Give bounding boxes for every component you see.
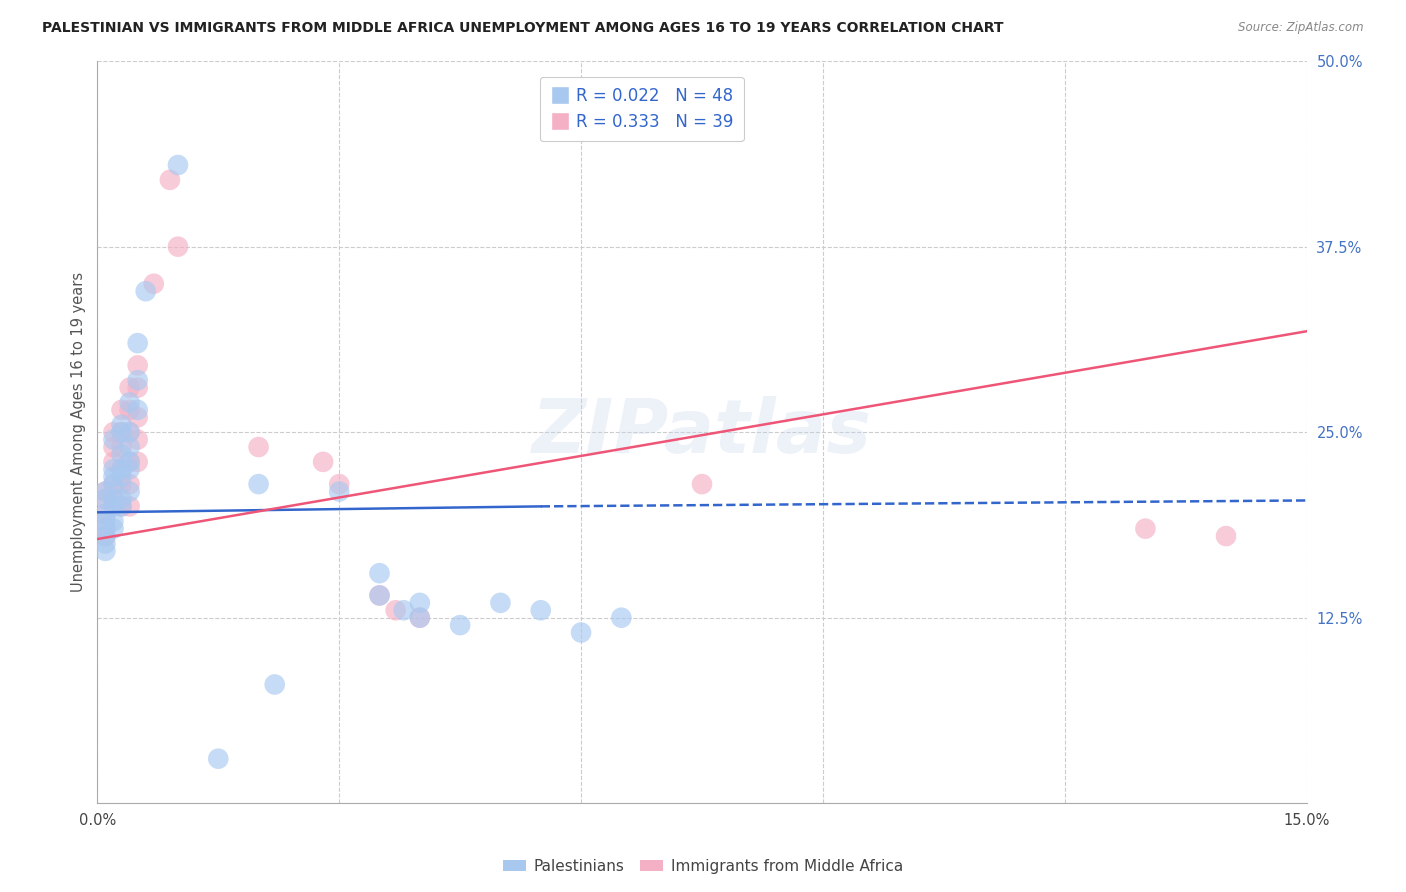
Point <box>328 484 350 499</box>
Point <box>207 752 229 766</box>
Point <box>167 158 190 172</box>
Point <box>94 522 117 536</box>
Point <box>118 440 141 454</box>
Point <box>94 514 117 528</box>
Point <box>368 589 391 603</box>
Point <box>94 544 117 558</box>
Point <box>1215 529 1237 543</box>
Point <box>110 440 132 454</box>
Point <box>110 425 132 440</box>
Point <box>392 603 415 617</box>
Point <box>127 336 149 351</box>
Point <box>103 491 125 506</box>
Point <box>409 610 432 624</box>
Point <box>103 455 125 469</box>
Point <box>118 477 141 491</box>
Point <box>103 514 125 528</box>
Point <box>489 596 512 610</box>
Point <box>127 381 149 395</box>
Point <box>127 455 149 469</box>
Point <box>103 462 125 476</box>
Point <box>110 469 132 483</box>
Point <box>110 462 132 476</box>
Point <box>110 417 132 432</box>
Point <box>94 507 117 521</box>
Point <box>103 491 125 506</box>
Point <box>94 484 117 499</box>
Text: PALESTINIAN VS IMMIGRANTS FROM MIDDLE AFRICA UNEMPLOYMENT AMONG AGES 16 TO 19 YE: PALESTINIAN VS IMMIGRANTS FROM MIDDLE AF… <box>42 21 1004 35</box>
Point <box>110 462 132 476</box>
Point <box>110 403 132 417</box>
Point <box>127 433 149 447</box>
Point <box>110 425 132 440</box>
Y-axis label: Unemployment Among Ages 16 to 19 years: Unemployment Among Ages 16 to 19 years <box>72 272 86 592</box>
Point <box>110 500 132 514</box>
Point <box>1135 522 1157 536</box>
Point <box>127 373 149 387</box>
Point <box>690 477 713 491</box>
Point <box>118 425 141 440</box>
Text: Source: ZipAtlas.com: Source: ZipAtlas.com <box>1239 21 1364 34</box>
Point <box>94 484 117 499</box>
Point <box>103 477 125 491</box>
Point <box>368 589 391 603</box>
Point <box>103 469 125 483</box>
Point <box>127 359 149 373</box>
Point <box>110 477 132 491</box>
Point <box>247 440 270 454</box>
Point <box>118 425 141 440</box>
Point <box>103 500 125 514</box>
Legend: Palestinians, Immigrants from Middle Africa: Palestinians, Immigrants from Middle Afr… <box>498 853 908 880</box>
Point <box>94 522 117 536</box>
Point <box>94 491 117 506</box>
Point <box>103 425 125 440</box>
Point <box>159 173 181 187</box>
Point <box>103 433 125 447</box>
Point <box>142 277 165 291</box>
Point <box>449 618 471 632</box>
Point <box>409 610 432 624</box>
Point <box>263 677 285 691</box>
Point <box>103 522 125 536</box>
Point <box>94 529 117 543</box>
Point <box>103 477 125 491</box>
Point <box>103 440 125 454</box>
Point <box>118 500 141 514</box>
Text: ZIPatlas: ZIPatlas <box>531 396 872 468</box>
Point <box>328 477 350 491</box>
Point <box>110 500 132 514</box>
Point <box>94 536 117 550</box>
Point <box>610 610 633 624</box>
Point <box>409 596 432 610</box>
Point <box>94 491 117 506</box>
Point <box>110 491 132 506</box>
Point <box>569 625 592 640</box>
Point <box>110 447 132 461</box>
Point <box>135 284 157 298</box>
Point <box>312 455 335 469</box>
Point <box>118 455 141 469</box>
Point <box>247 477 270 491</box>
Point <box>118 381 141 395</box>
Point <box>118 395 141 409</box>
Point <box>94 529 117 543</box>
Point <box>118 462 141 476</box>
Point <box>127 410 149 425</box>
Point <box>127 403 149 417</box>
Point <box>384 603 406 617</box>
Point <box>94 507 117 521</box>
Point <box>118 484 141 499</box>
Point <box>530 603 553 617</box>
Legend: R = 0.022   N = 48, R = 0.333   N = 39: R = 0.022 N = 48, R = 0.333 N = 39 <box>540 77 744 141</box>
Point <box>368 566 391 581</box>
Point <box>167 240 190 254</box>
Point <box>118 455 141 469</box>
Point <box>118 403 141 417</box>
